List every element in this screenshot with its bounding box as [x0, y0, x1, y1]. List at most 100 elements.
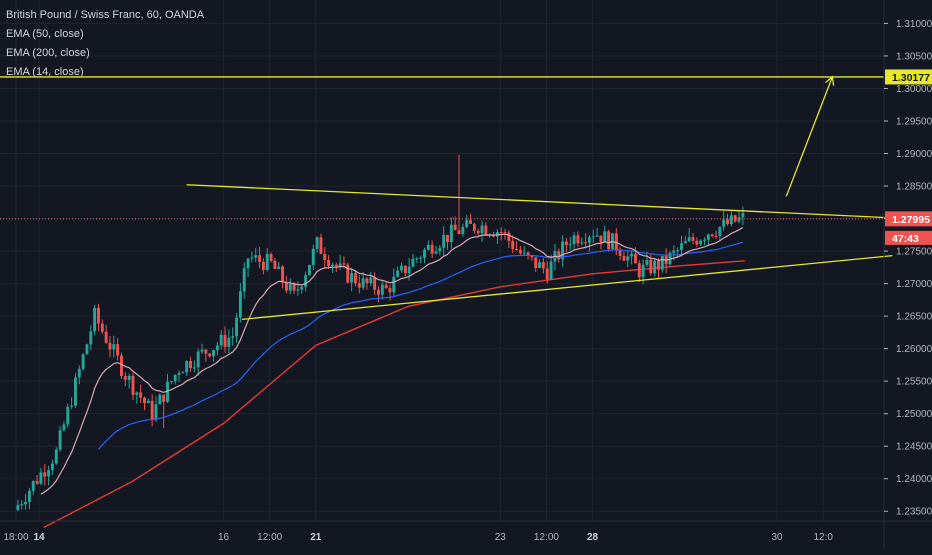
- candle-body: [710, 234, 714, 236]
- candle-body: [346, 264, 350, 283]
- ema-200-series: [43, 260, 745, 529]
- candle-body: [231, 336, 235, 338]
- y-tick-label: 1.28500: [896, 182, 932, 193]
- chart-legend: British Pound / Swiss Franc, 60, OANDA E…: [6, 6, 204, 82]
- x-tick-label: 12:00: [534, 532, 559, 543]
- legend-ema-50[interactable]: EMA (50, close): [6, 28, 84, 40]
- candle-body: [680, 243, 683, 250]
- candle-body: [215, 345, 219, 351]
- candle-body: [507, 232, 511, 241]
- ema-50-line: [98, 241, 744, 450]
- ema-14-series: [40, 226, 744, 495]
- candle-body: [93, 307, 97, 332]
- candle-body: [576, 235, 580, 244]
- candle-body: [73, 377, 77, 406]
- candle-body: [530, 255, 534, 258]
- candle-body: [288, 283, 292, 291]
- legend-ema-14[interactable]: EMA (14, close): [6, 66, 84, 78]
- candle-body: [622, 255, 626, 261]
- candle-body: [706, 234, 710, 240]
- ema-200-line: [43, 260, 745, 529]
- candle-body: [89, 331, 93, 345]
- candle-body: [645, 259, 649, 265]
- candle-body: [342, 263, 346, 265]
- candle-body: [204, 349, 208, 354]
- candle-body: [47, 470, 51, 477]
- candle-body: [518, 249, 522, 254]
- legend-ema-200[interactable]: EMA (200, close): [6, 47, 90, 59]
- candle-body: [400, 265, 403, 271]
- candle-body: [472, 223, 476, 231]
- candle-body: [442, 234, 446, 248]
- countdown-badge-bg: [885, 230, 932, 245]
- candle-body: [457, 230, 461, 234]
- candle-body: [296, 289, 300, 291]
- candle-body: [484, 225, 488, 235]
- candle-body: [741, 212, 745, 218]
- candle-body: [123, 376, 127, 380]
- candle-body: [568, 244, 572, 246]
- candle-body: [246, 258, 250, 269]
- candle-body: [660, 255, 664, 270]
- candle-body: [733, 215, 737, 222]
- triangle-lower-line: [241, 254, 893, 321]
- candle-body: [522, 252, 526, 254]
- candle-body: [192, 367, 196, 369]
- candle-body: [449, 224, 453, 242]
- candle-body: [177, 373, 181, 375]
- candle-body: [200, 349, 204, 352]
- ema-50-series: [98, 241, 744, 450]
- candle-body: [323, 253, 327, 261]
- candle-body: [70, 405, 74, 407]
- candle-body: [476, 230, 480, 234]
- x-tick-label: 12:00: [257, 532, 282, 543]
- candle-body: [284, 282, 288, 291]
- candle-body: [258, 255, 262, 262]
- candle-body: [388, 288, 392, 293]
- candle-body: [315, 237, 319, 249]
- y-tick-label: 1.26000: [896, 344, 932, 355]
- candle-body: [499, 232, 503, 234]
- candle-body: [369, 277, 373, 284]
- ema-14-line: [40, 226, 744, 495]
- candle-body: [729, 215, 733, 225]
- candle-body: [580, 242, 584, 244]
- candle-body: [227, 337, 231, 347]
- candle-body: [603, 231, 607, 243]
- candle-body: [699, 240, 703, 245]
- x-tick-label: 21: [310, 532, 322, 543]
- trend-drawings[interactable]: [0, 75, 893, 321]
- candle-body: [223, 334, 227, 347]
- candle-body: [281, 266, 285, 283]
- candle-body: [120, 355, 123, 377]
- candle-body: [27, 490, 31, 503]
- y-tick-label: 1.29500: [896, 116, 932, 127]
- candle-body: [311, 248, 315, 265]
- candle-body: [626, 256, 630, 261]
- candle-body: [676, 249, 680, 251]
- candle-body: [469, 220, 472, 224]
- candle-body: [695, 240, 699, 245]
- target-price-badge-bg: [885, 69, 932, 85]
- candle-body: [154, 404, 158, 420]
- candle-body: [480, 225, 484, 234]
- candle-body: [319, 237, 323, 254]
- candle-body: [453, 224, 457, 231]
- candle-body: [66, 406, 70, 425]
- last-price-badge-bg: [885, 211, 932, 227]
- symbol-title[interactable]: British Pound / Swiss Franc, 60, OANDA: [6, 9, 205, 21]
- candle-body: [269, 254, 273, 261]
- candle-body: [672, 250, 676, 253]
- candle-body: [361, 278, 365, 288]
- candle-body: [396, 270, 400, 277]
- x-tick-label: 12:0: [813, 532, 833, 543]
- candle-body: [158, 394, 162, 405]
- candle-body: [196, 351, 200, 368]
- candle-body: [277, 266, 281, 269]
- candle-body: [634, 253, 637, 264]
- candle-body: [304, 275, 308, 287]
- candle-body: [515, 249, 519, 251]
